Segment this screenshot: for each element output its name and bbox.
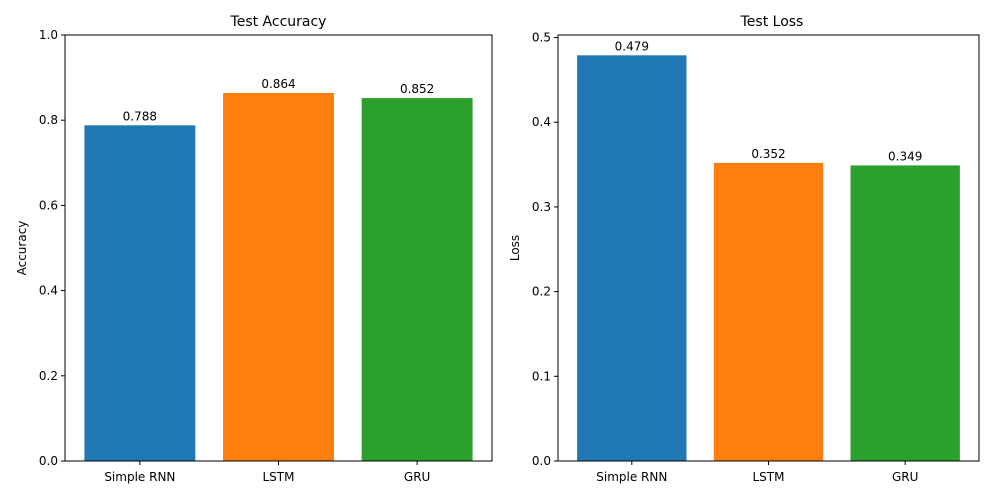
loss-y-tick-label: 0.2 [532, 285, 551, 299]
loss-x-tick-label: GRU [892, 470, 918, 484]
loss-bar-lstm [713, 162, 824, 461]
loss-bar-gru [850, 165, 960, 461]
accuracy-chart: Test Accuracy Accuracy 0.0 0.2 0.4 0.6 0.8 1.… [15, 14, 493, 484]
accuracy-y-tick-label: 0.4 [39, 284, 58, 298]
accuracy-bar-simple-rnn [84, 125, 196, 461]
accuracy-chart-title: Test Accuracy [230, 14, 327, 30]
loss-y-tick-label: 0.1 [532, 369, 551, 383]
loss-bars [577, 55, 960, 461]
accuracy-x-tick-label: LSTM [263, 470, 295, 484]
accuracy-x-tick-label: GRU [404, 470, 430, 484]
loss-plot-frame [557, 34, 980, 462]
loss-y-tick-label: 0.5 [532, 31, 551, 45]
loss-y-ticks: 0.0 0.1 0.2 0.3 0.4 0.5 [532, 31, 558, 468]
loss-x-tick-label: LSTM [753, 470, 785, 484]
accuracy-y-tick-label: 0.8 [39, 113, 58, 127]
accuracy-bar-value-label: 0.864 [261, 77, 295, 91]
loss-bar-labels: 0.479 0.352 0.349 [615, 39, 923, 163]
accuracy-plot-frame [64, 34, 493, 462]
loss-y-tick-label: 0.3 [532, 200, 551, 214]
accuracy-y-tick-label: 0.0 [39, 454, 58, 468]
loss-chart: Test Loss Loss 0.0 0.1 0.2 0.3 0.4 0.5 Simple… [508, 14, 980, 484]
accuracy-bar-labels: 0.788 0.864 0.852 [123, 77, 435, 123]
accuracy-y-tick-label: 0.6 [39, 198, 58, 212]
accuracy-bar-value-label: 0.852 [400, 82, 434, 96]
accuracy-x-tick-label: Simple RNN [104, 470, 175, 484]
loss-bar-value-label: 0.479 [615, 39, 649, 53]
accuracy-bar-lstm [223, 92, 334, 461]
loss-bar-value-label: 0.349 [888, 149, 922, 163]
accuracy-bars [84, 92, 473, 461]
loss-y-tick-label: 0.0 [532, 454, 551, 468]
accuracy-bar-gru [361, 98, 473, 461]
loss-x-ticks: Simple RNN LSTM GRU [596, 461, 918, 484]
accuracy-y-axis-label: Accuracy [15, 221, 29, 276]
loss-bar-simple-rnn [577, 55, 687, 461]
loss-x-tick-label: Simple RNN [596, 470, 667, 484]
loss-chart-title: Test Loss [740, 14, 804, 30]
accuracy-y-ticks: 0.0 0.2 0.4 0.6 0.8 1.0 [39, 28, 65, 468]
loss-y-axis-label: Loss [508, 235, 522, 261]
accuracy-y-tick-label: 0.2 [39, 369, 58, 383]
accuracy-y-tick-label: 1.0 [39, 28, 58, 42]
accuracy-bar-value-label: 0.788 [123, 109, 157, 123]
accuracy-x-ticks: Simple RNN LSTM GRU [104, 461, 430, 484]
loss-y-tick-label: 0.4 [532, 115, 551, 129]
loss-bar-value-label: 0.352 [751, 147, 785, 161]
